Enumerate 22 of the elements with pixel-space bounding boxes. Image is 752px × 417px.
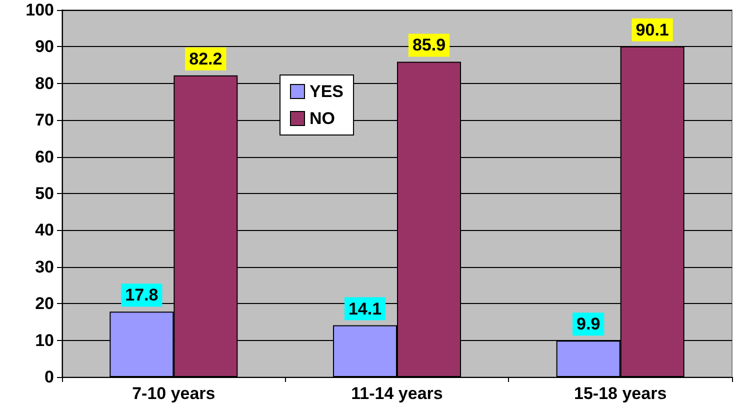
- legend-label: YES: [310, 82, 344, 101]
- x-tick-label: 15-18 years: [574, 384, 667, 403]
- y-tick-label: 20: [35, 294, 54, 314]
- y-tick-label: 50: [35, 184, 54, 203]
- data-label: 14.1: [348, 299, 382, 318]
- y-tick-label: 30: [35, 257, 54, 276]
- data-label: 17.8: [125, 286, 158, 305]
- y-tick-label: 100: [26, 0, 54, 20]
- x-tick-label: 11-14 years: [351, 384, 443, 403]
- data-label: 90.1: [636, 20, 669, 40]
- legend-label: NO: [310, 109, 335, 128]
- y-tick-label: 70: [35, 110, 54, 130]
- y-tick-label: 10: [35, 330, 54, 350]
- data-label: 9.9: [576, 314, 600, 334]
- y-tick-label: 80: [35, 74, 54, 93]
- x-tick-label: 7-10 years: [132, 384, 216, 403]
- data-label: 85.9: [412, 36, 446, 55]
- y-tick-label: 90: [35, 37, 54, 56]
- y-tick-label: 40: [35, 220, 54, 240]
- data-label: 82.2: [189, 49, 222, 68]
- y-tick-label: 60: [35, 147, 54, 166]
- y-tick-label: 0: [44, 368, 54, 386]
